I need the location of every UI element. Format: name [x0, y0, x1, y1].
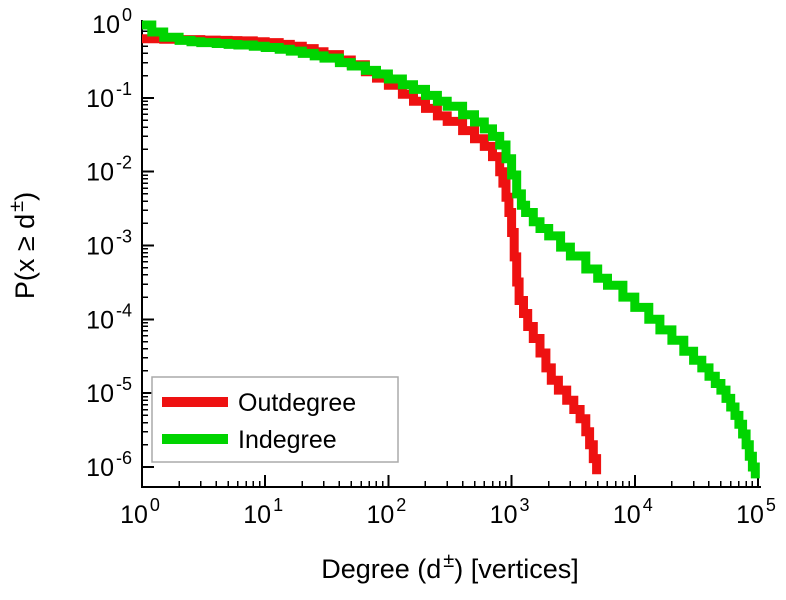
- legend-label-indegree: Indegree: [238, 426, 337, 454]
- axis-labels: 10 0 10 1 10 2 10 3 10 4 10 5 10 0 10 -1 10 -2 10 -3 10 -4 10-…: [6, 5, 776, 584]
- legend-box: [151, 376, 399, 463]
- y-tick-label: 10 -2: [86, 153, 132, 187]
- indegree-line: [142, 20, 760, 479]
- y-tick-label: 10 -5: [86, 374, 132, 408]
- y-tick-label: 10 0: [92, 5, 132, 39]
- y-tick-label: 10 -1: [86, 79, 132, 113]
- series: [142, 20, 760, 479]
- outdegree-line: [142, 34, 602, 475]
- x-tick-label: 10 0: [120, 495, 160, 529]
- y-axis-label: P(x ≥ d±): [6, 192, 40, 299]
- legend: Outdegree Indegree: [151, 376, 399, 463]
- x-tick-label: 10 3: [490, 495, 530, 529]
- y-tick-label: 10 -3: [86, 227, 132, 261]
- legend-label-outdegree: Outdegree: [238, 389, 356, 417]
- x-axis-label: Degree (d ±) [vertices]: [321, 550, 579, 584]
- y-tick-label: 10 -6: [86, 448, 132, 482]
- x-tick-label: 10 2: [366, 495, 406, 529]
- axes: [141, 20, 761, 488]
- x-tick-label: 10 5: [736, 495, 776, 529]
- x-tick-label: 10 1: [243, 495, 283, 529]
- x-tick-label: 10 4: [613, 495, 653, 529]
- y-tick-label: 10 -4: [86, 300, 132, 334]
